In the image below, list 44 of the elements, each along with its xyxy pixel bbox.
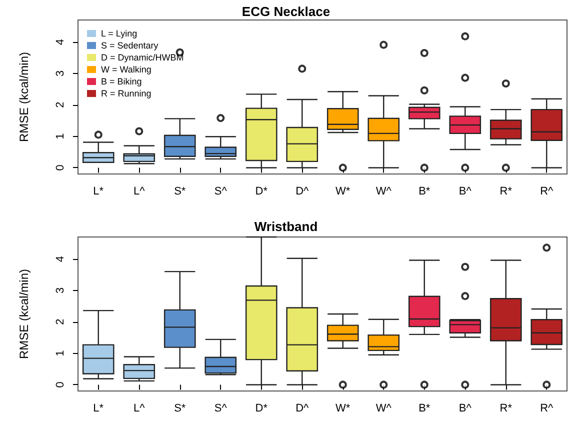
x-tick-label: S^ [214, 402, 228, 414]
x-tick-label: R* [500, 186, 513, 198]
legend-label: D = Dynamic/HWBM [101, 52, 184, 62]
legend-label: B = Biking [101, 76, 142, 86]
x-tick-label: R^ [540, 402, 554, 414]
x-tick-label: D^ [296, 186, 310, 198]
x-tick-label: S* [174, 402, 186, 414]
x-tick-label: R* [500, 402, 513, 414]
y-tick-label: 3 [54, 287, 66, 294]
y-tick-label: 3 [54, 70, 66, 76]
x-tick-label: B* [418, 186, 431, 198]
y-tick-label: 4 [54, 38, 66, 46]
y-tick-label: 2 [54, 102, 66, 108]
x-tick-label: B* [418, 402, 431, 414]
legend-label: W = Walking [101, 64, 152, 74]
x-tick-label: S* [174, 186, 186, 198]
x-tick-label: R^ [540, 186, 554, 198]
y-tick-label: 1 [54, 133, 66, 140]
x-tick-label: B^ [458, 402, 472, 414]
chart-title: Wristband [254, 219, 318, 234]
x-tick-label: S^ [214, 186, 228, 198]
x-tick-label: L^ [133, 186, 146, 198]
x-tick-label: W* [336, 402, 351, 414]
x-tick-label: D* [255, 186, 268, 198]
y-axis-title: RMSE (kcal/min) [17, 268, 31, 360]
x-tick-label: B^ [458, 186, 472, 198]
x-tick-label: W^ [376, 402, 392, 414]
legend-label: S = Sedentary [101, 40, 159, 50]
x-tick-label: D* [255, 402, 268, 414]
y-tick-label: 1 [54, 350, 66, 356]
x-tick-label: L* [93, 402, 104, 414]
x-tick-label: L* [93, 186, 104, 198]
legend-label: R = Running [101, 88, 152, 98]
y-tick-label: 2 [54, 318, 66, 325]
y-tick-label: 4 [54, 256, 66, 262]
y-tick-label: 0 [54, 164, 66, 171]
chart-title: ECG Necklace [242, 4, 330, 19]
x-tick-label: W* [336, 186, 351, 198]
legend-label: L = Lying [101, 28, 138, 38]
y-axis-title: RMSE (kcal/min) [17, 52, 31, 142]
x-tick-label: L^ [133, 402, 146, 414]
x-tick-label: W^ [376, 186, 392, 198]
x-tick-label: D^ [296, 402, 310, 414]
y-tick-label: 0 [54, 382, 66, 388]
